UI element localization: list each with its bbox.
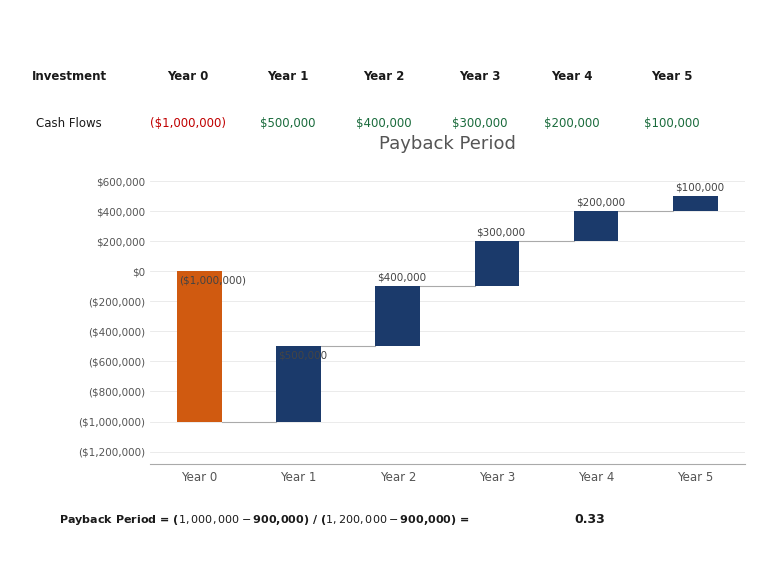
Text: Cash Flows: Cash Flows: [36, 116, 102, 129]
Bar: [177, 271, 222, 422]
Text: Year 2: Year 2: [363, 70, 405, 83]
Bar: [276, 346, 321, 422]
Text: $400,000: $400,000: [356, 116, 412, 129]
Text: $200,000: $200,000: [545, 116, 600, 129]
Text: Payback Period = ($1,000,000 - $900,000) / ($1,200,000 - $900,000) =: Payback Period = ($1,000,000 - $900,000)…: [59, 513, 469, 527]
Bar: [475, 241, 519, 286]
Text: © Corporate Finance Institute®. All rights reserved.: © Corporate Finance Institute®. All righ…: [12, 11, 248, 20]
Bar: [376, 286, 420, 346]
Bar: [673, 196, 717, 211]
Text: Year 3: Year 3: [459, 70, 501, 83]
Text: Year 4: Year 4: [551, 70, 593, 83]
Text: $100,000: $100,000: [675, 183, 724, 193]
Text: $500,000: $500,000: [260, 116, 316, 129]
Text: $300,000: $300,000: [477, 228, 526, 238]
Text: $100,000: $100,000: [644, 116, 700, 129]
Text: Year 0: Year 0: [167, 70, 209, 83]
Title: Payback Period: Payback Period: [379, 135, 516, 153]
Text: ($1,000,000): ($1,000,000): [151, 116, 226, 129]
Text: Payback Period Example: Payback Period Example: [31, 37, 214, 49]
Bar: [574, 211, 618, 241]
Text: $200,000: $200,000: [576, 198, 625, 208]
Text: 0.33: 0.33: [574, 513, 605, 527]
Text: $300,000: $300,000: [452, 116, 508, 129]
Text: $500,000: $500,000: [278, 351, 327, 361]
Text: Investment: Investment: [31, 70, 107, 83]
Text: Year 1: Year 1: [267, 70, 309, 83]
Text: ($1,000,000): ($1,000,000): [179, 275, 246, 285]
Text: Year 5: Year 5: [651, 70, 693, 83]
Text: $400,000: $400,000: [377, 273, 426, 283]
